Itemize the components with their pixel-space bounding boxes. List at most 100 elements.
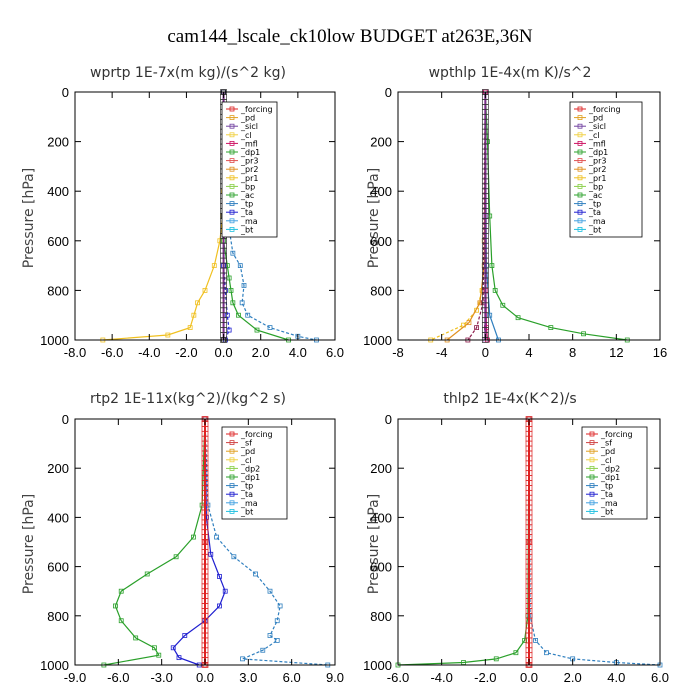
legend-label: _cl [600, 456, 612, 465]
series-marker [187, 325, 193, 331]
x-tick-label: -4.0 [430, 670, 452, 685]
panel-rtp2: rtp2 1E-11x(kg^2)/(kg^2 s) Pressure [hPa… [21, 391, 344, 685]
series-marker [113, 603, 118, 609]
y-tick-label: 1000 [40, 658, 69, 673]
legend-marker [229, 158, 235, 164]
x-tick-label: -8 [392, 345, 404, 360]
series-marker [217, 574, 222, 579]
legend-label: _ma [240, 217, 258, 226]
x-tick-label: -8.0 [64, 345, 86, 360]
legend-marker [589, 508, 595, 514]
legend-marker [577, 192, 583, 198]
legend-marker [577, 218, 583, 224]
series-marker [466, 320, 472, 326]
series-line-dp1 [397, 418, 530, 666]
legend-marker [589, 491, 595, 497]
x-tick-label: 2.0 [252, 345, 270, 360]
legend-marker [577, 149, 583, 155]
legend-marker [229, 123, 235, 129]
series-line-ac [223, 92, 289, 341]
legend-marker [589, 474, 595, 480]
series-marker [228, 287, 234, 293]
legend-marker [229, 483, 235, 489]
legend-label: _dp2 [240, 464, 260, 473]
y-tick-label: 0 [385, 85, 392, 100]
legend-marker [589, 500, 595, 506]
legend-label: _pd [588, 114, 603, 123]
x-tick-label: 4 [525, 345, 532, 360]
legend-label: _bt [600, 507, 613, 516]
series-marker [173, 554, 179, 560]
panel-title: rtp2 1E-11x(kg^2)/(kg^2 s) [90, 391, 286, 407]
series-line-ta [172, 418, 226, 666]
legend-marker [577, 175, 583, 181]
legend-label: _bt [588, 225, 601, 234]
legend-label: _ta [240, 490, 253, 499]
legend-label: _dp1 [240, 148, 260, 157]
legend-label: _sicl [588, 122, 606, 131]
legend-label: _pr2 [588, 165, 606, 174]
legend-marker [229, 140, 235, 146]
panel-wprtp: wprtp 1E-7x(m kg)/(s^2 kg) Pressure [hPa… [21, 65, 344, 360]
panel-title: thlp2 1E-4x(K^2)/s [443, 391, 576, 407]
x-tick-label: 0.0 [520, 670, 538, 685]
legend-label: _bp [588, 182, 603, 191]
legend-marker [589, 457, 595, 463]
y-axis-label: Pressure [hPa] [21, 494, 37, 594]
series-marker [253, 571, 258, 577]
legend-marker [229, 218, 235, 224]
legend-marker [229, 106, 235, 112]
legend-marker [577, 183, 583, 189]
series-marker [277, 603, 283, 609]
legend-label: _ac [588, 191, 602, 200]
y-tick-label: 1000 [363, 333, 392, 348]
legend-label: _pr1 [240, 174, 258, 183]
y-tick-label: 200 [370, 461, 392, 476]
legend-marker [577, 226, 583, 232]
x-tick-label: 3.0 [239, 670, 257, 685]
x-tick-label: 0.0 [215, 345, 233, 360]
series-marker [493, 656, 499, 662]
series-marker [237, 263, 243, 269]
legend-label: _tp [588, 200, 601, 209]
legend-label: _pr1 [588, 174, 606, 183]
series-marker [267, 325, 273, 331]
y-tick-label: 1000 [363, 658, 392, 673]
legend-label: _cl [588, 131, 600, 140]
legend-label: _sf [600, 439, 612, 448]
series-marker [515, 315, 521, 321]
legend-label: _mfl [588, 139, 606, 148]
y-tick-label: 400 [370, 510, 392, 525]
legend-marker [229, 149, 235, 155]
legend-marker [229, 192, 235, 198]
x-tick-label: -9.0 [64, 670, 86, 685]
series-marker [260, 647, 266, 653]
series-marker [241, 283, 247, 288]
x-tick-label: 6.0 [651, 670, 669, 685]
legend-marker [229, 448, 235, 454]
legend-marker [229, 500, 235, 506]
x-tick-label: 0.0 [196, 670, 214, 685]
y-tick-label: 600 [370, 234, 392, 249]
legend-marker [589, 483, 595, 489]
legend-label: _sicl [240, 122, 258, 131]
legend-label: _bt [240, 225, 253, 234]
legend-label: _pd [240, 447, 255, 456]
legend-marker [577, 115, 583, 120]
legend-label: _pr3 [588, 157, 606, 166]
series-line-pr2 [446, 91, 486, 341]
y-axis-label: Pressure [hPa] [366, 168, 382, 268]
legend-label: _forcing [240, 105, 273, 114]
series-marker [492, 287, 498, 293]
series-marker [231, 554, 237, 560]
series-marker [152, 645, 157, 651]
series-marker [118, 618, 124, 624]
series-marker [500, 302, 506, 308]
series-marker [230, 300, 236, 306]
series-marker [118, 588, 124, 594]
series-marker [533, 638, 538, 643]
legend-marker [229, 474, 235, 480]
series-marker [489, 263, 495, 269]
y-tick-label: 200 [370, 135, 392, 150]
